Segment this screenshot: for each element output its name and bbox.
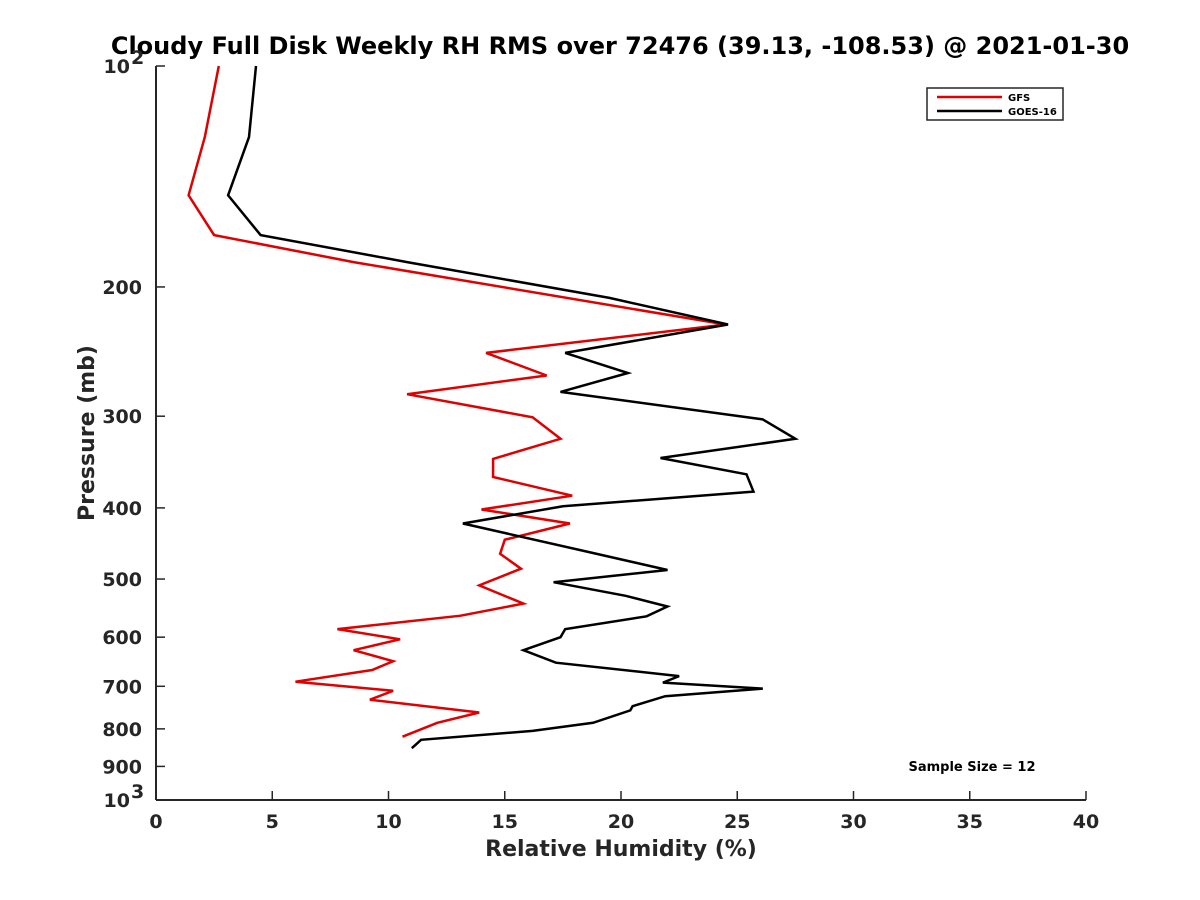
y-axis-label: Pressure (mb) [75, 345, 100, 521]
y-tick-exponent: 3 [131, 781, 144, 803]
y-tick-label: 10 [104, 790, 130, 812]
legend-box [926, 87, 1064, 121]
y-tick-label: 400 [102, 498, 142, 520]
sample-size-annotation: Sample Size = 12 [908, 760, 1035, 775]
x-tick-label: 30 [840, 811, 866, 833]
x-tick-label: 0 [149, 811, 162, 833]
legend-label-goes16: GOES-16 [1008, 107, 1057, 118]
y-tick-label: 700 [102, 676, 142, 698]
x-tick-label: 25 [724, 811, 750, 833]
y-tick-label: 900 [102, 756, 142, 778]
series-line-gfs [187, 65, 726, 738]
series-line-goes16 [226, 65, 800, 750]
y-tick-label: 800 [102, 719, 142, 741]
y-tick-label: 500 [102, 569, 142, 591]
plot-lines [187, 65, 800, 750]
y-tick-label: 300 [102, 406, 142, 428]
x-tick-label: 10 [375, 811, 401, 833]
chart-title: Cloudy Full Disk Weekly RH RMS over 7247… [111, 32, 1129, 60]
legend: GFS GOES-16 [926, 87, 1064, 121]
x-tick-label: 35 [957, 811, 983, 833]
x-ticks: 0 5 10 15 20 25 30 35 40 [149, 791, 1099, 833]
x-axis-label: Relative Humidity (%) [485, 837, 757, 862]
x-tick-label: 20 [608, 811, 634, 833]
y-tick-label: 10 [104, 56, 130, 78]
x-tick-label: 40 [1073, 811, 1099, 833]
x-tick-label: 15 [492, 811, 518, 833]
y-tick-exponent: 2 [131, 47, 144, 69]
legend-label-gfs: GFS [1008, 93, 1030, 104]
x-tick-label: 5 [266, 811, 279, 833]
y-tick-label: 600 [102, 627, 142, 649]
y-tick-label: 200 [102, 277, 142, 299]
